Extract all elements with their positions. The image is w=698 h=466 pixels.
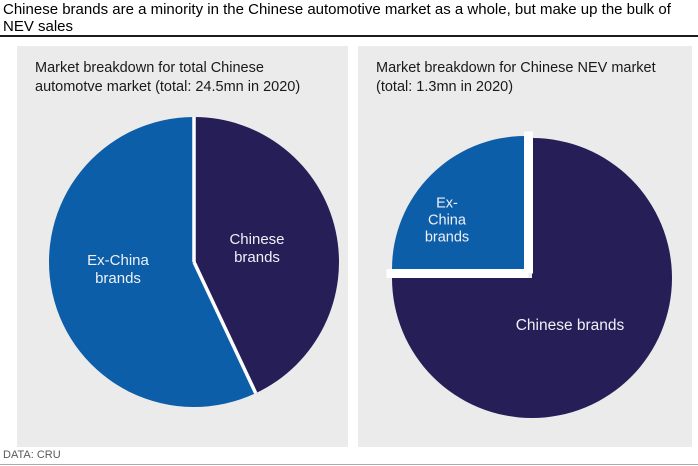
nev-market-panel: Market breakdown for Chinese NEV market …: [358, 46, 692, 447]
bottom-divider: [0, 464, 698, 465]
pie-slice-chinese-brands: [194, 117, 339, 394]
pie-slice-ex-china-brands: [392, 136, 525, 269]
pie-slice-ex-china-brands: [48, 117, 256, 407]
slice-label-chinese-brands: Chinese brands: [229, 231, 285, 266]
slice-label-ex-china-brands: Ex-China brands: [87, 252, 149, 287]
total-market-panel: Market breakdown for total Chinese autom…: [17, 46, 348, 447]
pie-slice-chinese-brands: [392, 138, 672, 418]
slice-label-chinese-brands: Chinese brands: [515, 317, 625, 334]
data-source-credit: DATA: CRU: [3, 449, 61, 461]
nev-market-pie-chart: [386, 131, 672, 418]
figure-headline: Chinese brands are a minority in the Chi…: [3, 1, 671, 35]
total-market-panel-title: Market breakdown for total Chinese autom…: [35, 60, 301, 95]
slice-label-ex-china-brands: Ex-China brands: [424, 195, 470, 246]
headline-divider: [0, 35, 698, 37]
total-market-pie-chart: [48, 117, 339, 407]
nev-market-panel-title: Market breakdown for Chinese NEV market …: [376, 60, 656, 95]
slice-separator: [192, 261, 258, 394]
